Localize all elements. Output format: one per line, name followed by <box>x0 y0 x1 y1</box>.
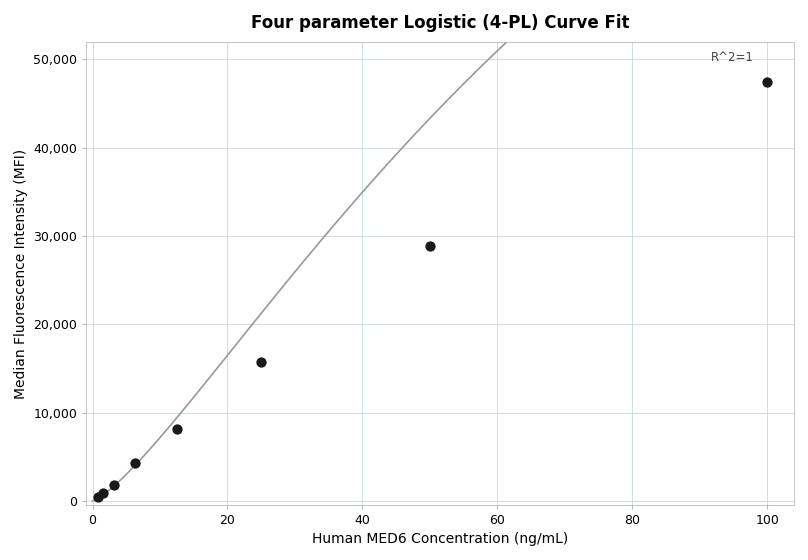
Title: Four parameter Logistic (4-PL) Curve Fit: Four parameter Logistic (4-PL) Curve Fit <box>250 14 629 32</box>
Point <box>255 358 267 367</box>
Point <box>107 480 120 489</box>
Y-axis label: Median Fluorescence Intensity (MFI): Median Fluorescence Intensity (MFI) <box>14 148 28 399</box>
Text: R^2=1: R^2=1 <box>711 51 754 64</box>
Point <box>91 493 104 502</box>
Point <box>97 489 110 498</box>
Point <box>423 241 436 250</box>
Point <box>170 425 183 434</box>
X-axis label: Human MED6 Concentration (ng/mL): Human MED6 Concentration (ng/mL) <box>312 532 568 546</box>
Point <box>760 77 773 86</box>
Point <box>128 459 141 468</box>
